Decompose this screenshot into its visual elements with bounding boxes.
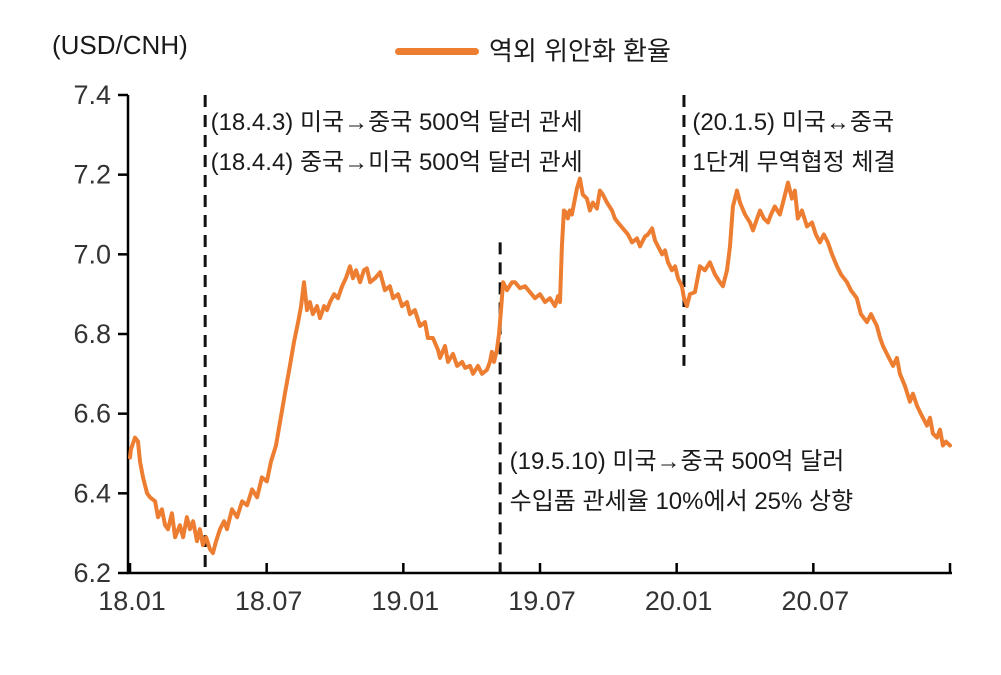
annotation-2019-tariff-hike: (19.5.10) 미국→중국 500억 달러 수입품 관세율 10%에서 25… bbox=[510, 442, 854, 522]
y-tick-label: 7.2 bbox=[73, 160, 111, 190]
x-tick-label: 18.07 bbox=[235, 586, 303, 616]
annotation-text-line: 수입품 관세율 10%에서 25% 상향 bbox=[509, 487, 854, 515]
annotation-2020-phase1-deal: (20.1.5) 미국↔중국 1단계 무역협정 체결 bbox=[692, 103, 895, 183]
x-tick-label: 20.01 bbox=[645, 586, 713, 616]
axis-unit-label: (USD/CNH) bbox=[52, 30, 188, 60]
annotation-text-line: (20.1.5) 미국↔중국 bbox=[692, 108, 895, 136]
annotation-text-line: (19.5.10) 미국→중국 500억 달러 bbox=[509, 447, 845, 475]
annotation-text-line: (18.4.3) 미국→중국 500억 달러 관세 bbox=[210, 108, 583, 136]
x-tick-label: 20.07 bbox=[782, 586, 850, 616]
y-tick-label: 6.2 bbox=[73, 558, 111, 588]
x-tick-label: 19.01 bbox=[372, 586, 440, 616]
y-tick-label: 7.0 bbox=[73, 239, 111, 269]
x-tick-label: 19.07 bbox=[508, 586, 576, 616]
y-tick-label: 6.4 bbox=[73, 478, 111, 508]
x-tick-label: 18.01 bbox=[98, 586, 166, 616]
y-tick-label: 6.8 bbox=[73, 319, 111, 349]
annotation-text-line: (18.4.4) 중국→미국 500억 달러 관세 bbox=[210, 148, 583, 176]
legend-label: 역외 위안화 환율 bbox=[489, 36, 671, 66]
y-tick-label: 7.4 bbox=[73, 80, 111, 110]
legend-line-swatch bbox=[395, 47, 479, 55]
annotation-text-line: 1단계 무역협정 체결 bbox=[692, 148, 896, 176]
offshore-yuan-rate-line bbox=[128, 176, 952, 556]
annotation-2018-tariffs: (18.4.3) 미국→중국 500억 달러 관세 (18.4.4) 중국→미국… bbox=[211, 103, 583, 183]
legend: 역외 위안화 환율 bbox=[395, 31, 671, 68]
y-tick-label: 6.6 bbox=[73, 399, 111, 429]
